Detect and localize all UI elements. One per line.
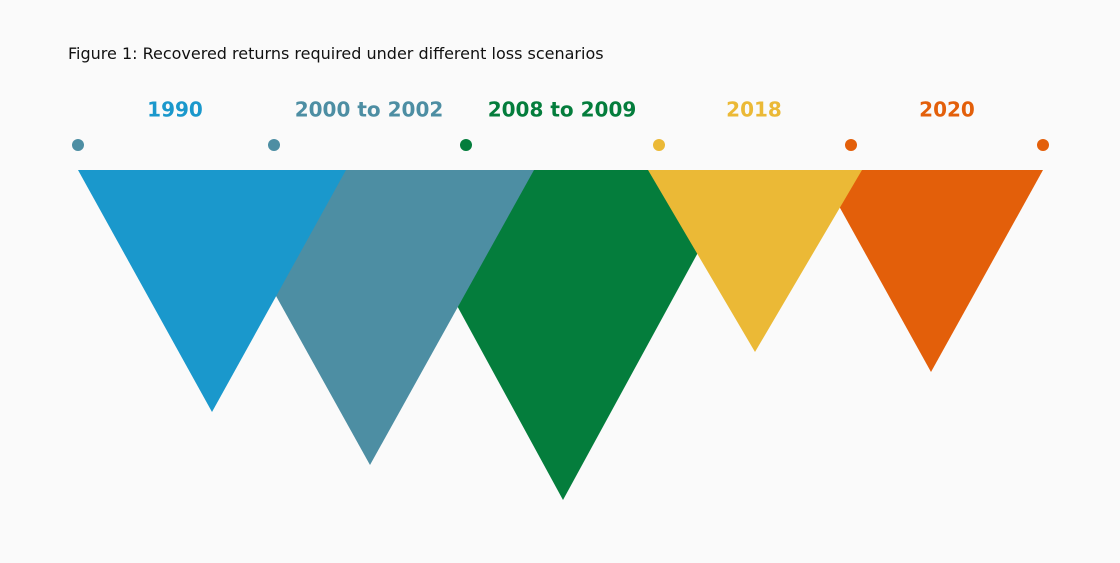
timeline-dot bbox=[845, 139, 857, 151]
timeline-dot bbox=[268, 139, 280, 151]
period-label: 2018 bbox=[726, 98, 782, 122]
timeline-dot bbox=[1037, 139, 1049, 151]
period-label: 2000 to 2002 bbox=[295, 98, 444, 122]
period-label: 2008 to 2009 bbox=[488, 98, 637, 122]
triangle bbox=[78, 170, 346, 412]
timeline-dot bbox=[653, 139, 665, 151]
period-label: 1990 bbox=[147, 98, 203, 122]
triangle bbox=[819, 170, 1043, 372]
timeline-dot bbox=[72, 139, 84, 151]
timeline-dot bbox=[460, 139, 472, 151]
period-label: 2020 bbox=[919, 98, 975, 122]
triangle bbox=[648, 170, 862, 352]
figure-title: Figure 1: Recovered returns required und… bbox=[68, 44, 604, 63]
